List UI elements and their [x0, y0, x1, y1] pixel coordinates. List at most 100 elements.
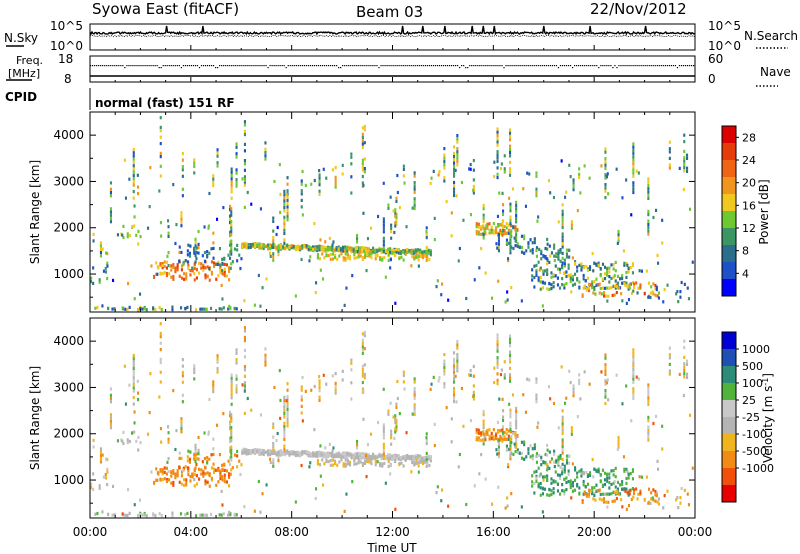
velocity-cell: [279, 416, 282, 420]
power-cell: [90, 280, 93, 284]
power-cell: [650, 291, 653, 295]
velocity-cell: [583, 370, 586, 374]
velocity-cell: [393, 457, 396, 461]
velocity-cell: [497, 445, 500, 449]
velocity-cell: [219, 477, 222, 481]
power-cell: [622, 249, 625, 253]
power-cell: [327, 246, 330, 250]
velocity-cell: [230, 383, 233, 387]
velocity-cell: [353, 458, 356, 463]
power-cell: [652, 282, 655, 286]
nave-trace-dot: [436, 65, 439, 67]
velocity-cell: [503, 430, 506, 435]
velocity-cell: [428, 464, 431, 468]
nave-trace-dot: [249, 65, 251, 67]
velocity-cell: [561, 409, 564, 413]
velocity-cell: [137, 435, 140, 439]
power-cell: [217, 274, 220, 278]
power-cell: [356, 237, 359, 241]
nave-trace-dot: [497, 65, 499, 67]
velocity-cell: [99, 453, 102, 457]
velocity-cell: [349, 463, 352, 467]
power-cell: [171, 305, 174, 309]
power-cell: [230, 213, 233, 217]
velocity-cell: [279, 398, 282, 402]
velocity-cell: [294, 453, 297, 458]
velocity-cell: [210, 476, 213, 480]
velocity-cell: [571, 462, 574, 466]
power-cell: [508, 196, 511, 200]
power-cell: [527, 241, 530, 245]
power-cell: [163, 271, 166, 275]
velocity-cell: [472, 394, 475, 398]
power-cell: [578, 167, 581, 171]
nave-trace-dot: [257, 65, 259, 67]
nave-trace-dot: [269, 65, 271, 67]
power-cell: [496, 172, 499, 176]
velocity-cell: [616, 447, 619, 451]
velocity-cell: [207, 430, 210, 434]
power-cell: [509, 218, 512, 222]
power-cell: [600, 292, 603, 296]
power-cell: [229, 256, 232, 260]
power-cell: [106, 261, 109, 265]
power-cell: [632, 187, 635, 191]
velocity-cell: [635, 375, 638, 379]
power-cell: [595, 263, 598, 267]
velocity-cell: [413, 461, 416, 465]
velocity-cell: [591, 492, 594, 496]
velocity-cell: [424, 460, 427, 464]
velocity-cell: [601, 492, 604, 496]
power-cell: [550, 251, 553, 255]
nave-trace-dot: [108, 65, 110, 67]
velocity-cell: [423, 455, 426, 460]
velocity-cell: [509, 428, 512, 432]
velocity-cell: [392, 415, 395, 419]
velocity-colorbar-tick-label: -100: [742, 428, 767, 441]
power-cell: [561, 222, 564, 226]
power-cell: [668, 163, 671, 167]
velocity-cell: [380, 453, 383, 457]
velocity-cell: [632, 377, 635, 381]
power-cell: [132, 154, 135, 158]
power-cell: [429, 253, 432, 257]
velocity-cell: [417, 464, 420, 468]
velocity-cell: [236, 454, 239, 458]
power-cell: [680, 280, 683, 285]
velocity-cell: [546, 453, 549, 457]
velocity-cell: [419, 454, 422, 458]
nave-trace-dot: [400, 65, 402, 67]
power-cell: [346, 256, 349, 260]
power-cell: [165, 260, 168, 264]
power-cell: [239, 266, 242, 271]
power-cell: [473, 278, 476, 282]
power-cell: [570, 223, 573, 227]
velocity-cell: [194, 443, 197, 447]
power-cell: [520, 245, 523, 250]
power-cell: [178, 274, 181, 278]
power-cell: [535, 171, 538, 175]
velocity-cell: [453, 357, 456, 361]
power-cell: [272, 245, 275, 249]
power-cell: [172, 274, 175, 279]
velocity-cell: [143, 513, 146, 517]
velocity-cell: [361, 387, 364, 391]
power-cell: [571, 283, 574, 287]
velocity-cell: [368, 460, 371, 464]
power-cell: [99, 251, 102, 255]
power-cell: [647, 190, 650, 194]
power-cell: [689, 207, 692, 211]
nave-trace-dot: [608, 65, 610, 67]
power-colorbar-swatch: [722, 126, 736, 143]
velocity-cell: [180, 426, 183, 430]
velocity-cell: [180, 474, 183, 478]
velocity-cell: [651, 496, 654, 500]
power-cell: [453, 180, 456, 185]
power-cell: [399, 250, 402, 254]
power-cell: [383, 255, 386, 259]
power-cell: [240, 257, 243, 261]
power-cell: [607, 294, 610, 298]
velocity-cell: [344, 458, 347, 462]
power-cell: [230, 207, 233, 211]
